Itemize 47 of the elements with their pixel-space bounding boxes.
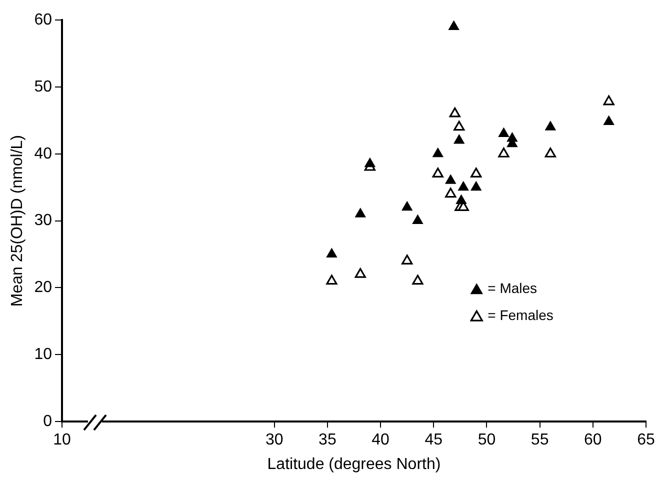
point: [454, 120, 465, 131]
y-tick-label: 30: [34, 212, 52, 230]
legend-label: = Females: [488, 306, 554, 323]
y-tick-label: 0: [43, 413, 52, 430]
x-tick-label: 35: [318, 432, 336, 449]
y-tick-label: 50: [34, 78, 52, 96]
point: [470, 168, 482, 178]
x-tick-label: 60: [584, 432, 602, 449]
x-tick-label: 10: [53, 432, 71, 449]
x-tick-label: 50: [478, 432, 496, 449]
point: [458, 181, 469, 191]
y-tick-label: 60: [34, 11, 52, 28]
x-tick-label: 30: [265, 432, 284, 449]
point: [454, 134, 464, 144]
y-axis-title: Mean 25(OH)D (nmol/L): [9, 134, 26, 307]
x-tick-label: 45: [424, 432, 443, 449]
point: [354, 268, 366, 278]
point: [326, 274, 338, 285]
point: [432, 168, 444, 178]
point: [432, 148, 444, 158]
x-axis-title: Latitude (degrees North): [267, 456, 441, 473]
point: [402, 254, 413, 265]
point: [470, 181, 482, 191]
y-tick-label: 20: [34, 279, 52, 296]
y-tick-label: 40: [34, 145, 52, 162]
legend-label: = Males: [488, 280, 538, 296]
point: [445, 174, 456, 184]
point: [326, 248, 337, 258]
point: [603, 95, 614, 106]
point: [445, 188, 456, 198]
point: [544, 148, 556, 158]
x-tick-label: 55: [530, 432, 549, 449]
x-tick-label: 65: [637, 432, 655, 449]
point: [402, 201, 412, 211]
point: [364, 158, 376, 168]
point: [498, 128, 509, 138]
point: [545, 121, 556, 130]
point: [498, 148, 510, 158]
point: [412, 274, 424, 285]
x-tick-label: 40: [372, 432, 390, 449]
y-tick-label: 10: [34, 346, 52, 364]
point: [355, 208, 366, 218]
point: [448, 20, 460, 30]
point: [449, 107, 460, 118]
point: [604, 116, 614, 125]
point: [456, 194, 467, 204]
point: [412, 214, 423, 224]
